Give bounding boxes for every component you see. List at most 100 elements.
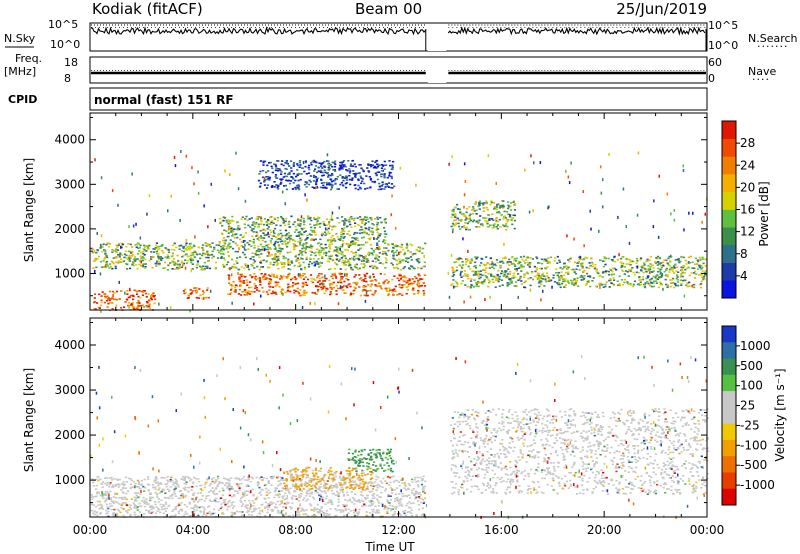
- heatmap-cell: [320, 249, 323, 252]
- heatmap-cell: [382, 477, 385, 480]
- heatmap-cell: [295, 175, 298, 178]
- heatmap-cell: [266, 293, 270, 296]
- heatmap-cell: [376, 223, 379, 226]
- heatmap-cell: [313, 507, 316, 509]
- heatmap-cell: [548, 280, 551, 282]
- heatmap-cell: [256, 265, 259, 268]
- heatmap-cell: [372, 224, 375, 226]
- heatmap-cell: [350, 257, 353, 259]
- heatmap-cell: [330, 282, 333, 285]
- heatmap-cell: [343, 280, 346, 283]
- heatmap-cell: [108, 246, 111, 248]
- heatmap-cell: [454, 216, 457, 219]
- heatmap-cell: [359, 186, 362, 189]
- heatmap-cell: [341, 177, 344, 179]
- heatmap-cell: [186, 262, 189, 264]
- heatmap-cell: [299, 252, 302, 255]
- heatmap-cell: [302, 291, 305, 293]
- heatmap-cell: [402, 279, 405, 282]
- heatmap-cell: [410, 512, 413, 514]
- heatmap-cell: [583, 275, 586, 277]
- heatmap-cell: [325, 510, 329, 512]
- heatmap-cell: [267, 235, 270, 238]
- heatmap-cell: [345, 285, 348, 287]
- heatmap-cell: [141, 294, 144, 297]
- heatmap-cell: [452, 274, 456, 276]
- heatmap-cell: [351, 179, 354, 181]
- heatmap-cell: [508, 258, 511, 261]
- heatmap-cell: [381, 183, 384, 186]
- heatmap-cell: [312, 496, 315, 499]
- heatmap-cell: [143, 478, 146, 481]
- heatmap-cell: [371, 513, 374, 515]
- heatmap-cell: [667, 274, 669, 278]
- heatmap-cell: [398, 262, 401, 265]
- heatmap-cell: [484, 274, 487, 277]
- heatmap-cell: [317, 285, 320, 288]
- heatmap-cell: [408, 267, 411, 269]
- heatmap-cell: [295, 188, 298, 191]
- heatmap-cell: [455, 222, 458, 224]
- heatmap-cell: [246, 490, 249, 492]
- heatmap-cell: [199, 294, 202, 296]
- heatmap-cell: [351, 480, 354, 482]
- heatmap-cell: [332, 286, 335, 289]
- heatmap-cell: [345, 504, 348, 506]
- heatmap-cell: [649, 278, 652, 281]
- heatmap-cell: [247, 478, 250, 480]
- heatmap-cell: [460, 276, 463, 278]
- heatmap-cell: [238, 288, 241, 291]
- heatmap-cell: [521, 258, 524, 261]
- heatmap-cell: [405, 247, 408, 249]
- heatmap-cell: [424, 242, 427, 245]
- heatmap-cell: [343, 236, 346, 238]
- heatmap-cell: [353, 163, 356, 165]
- heatmap-cell: [282, 265, 285, 268]
- heatmap-cell: [158, 257, 161, 259]
- heatmap-cell: [322, 490, 325, 493]
- heatmap-cell: [668, 271, 671, 273]
- heatmap-cell: [479, 264, 482, 267]
- heatmap-cell: [475, 257, 478, 260]
- heatmap-cell: [506, 283, 509, 286]
- heatmap-cell: [524, 286, 527, 289]
- heatmap-cell: [690, 272, 693, 274]
- heatmap-cell: [291, 277, 294, 280]
- heatmap-cell: [475, 283, 478, 285]
- heatmap-cell: [137, 299, 140, 302]
- heatmap-cell: [308, 218, 311, 220]
- heatmap-cell: [670, 282, 673, 284]
- heatmap-cell: [114, 265, 117, 268]
- heatmap-cell: [322, 181, 326, 184]
- heatmap-cell: [361, 222, 364, 224]
- heatmap-cell: [501, 205, 504, 208]
- heatmap-cell: [514, 276, 517, 279]
- heatmap-cell: [243, 276, 246, 278]
- heatmap-cell: [478, 226, 481, 228]
- heatmap-cell: [265, 224, 269, 226]
- heatmap-cell: [676, 279, 679, 281]
- heatmap-cell: [333, 249, 336, 252]
- heatmap-cell: [251, 265, 254, 267]
- heatmap-cell: [343, 272, 346, 275]
- heatmap-cell: [283, 263, 286, 266]
- heatmap-cell: [218, 480, 221, 483]
- heatmap-cell: [254, 278, 257, 281]
- heatmap-cell: [322, 184, 325, 187]
- heatmap-cell: [384, 287, 387, 290]
- heatmap-cell: [279, 261, 282, 264]
- heatmap-cell: [113, 477, 116, 480]
- heatmap-cell: [263, 181, 266, 183]
- heatmap-cell: [282, 176, 285, 178]
- heatmap-cell: [626, 282, 629, 284]
- heatmap-cell: [169, 262, 172, 264]
- heatmap-cell: [396, 277, 399, 280]
- heatmap-cell: [354, 175, 357, 178]
- heatmap-cell: [330, 254, 334, 257]
- heatmap-cell: [277, 255, 280, 258]
- heatmap-cell: [321, 186, 325, 189]
- heatmap-cell: [298, 265, 301, 268]
- heatmap-cell: [364, 504, 367, 507]
- heatmap-cell: [227, 261, 230, 263]
